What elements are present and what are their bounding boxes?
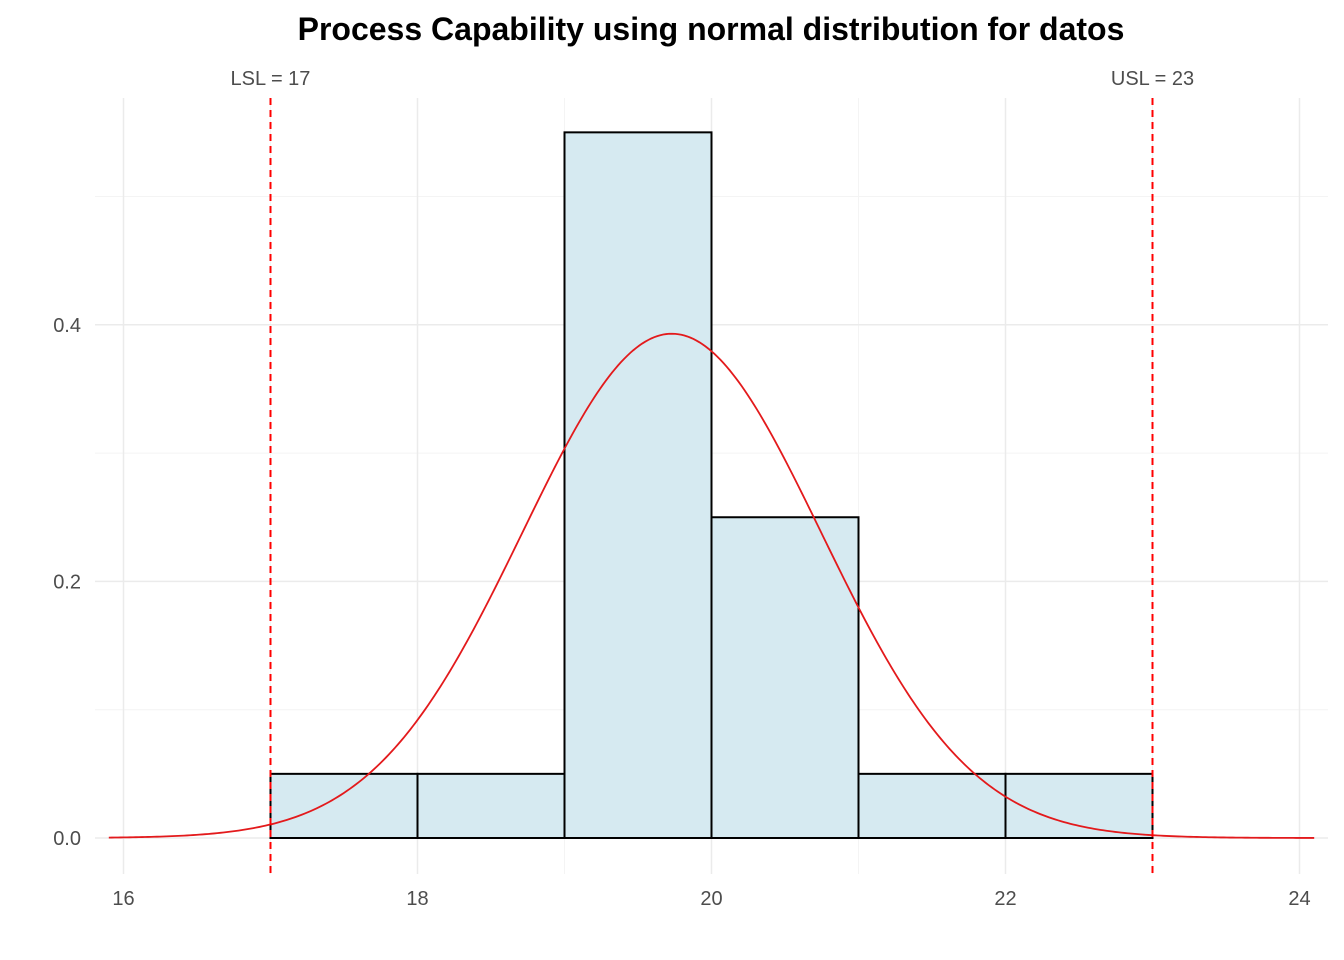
axis-labels-layer: 16 18 20 22 24 0.0 0.2 0.4 bbox=[53, 315, 1310, 910]
lsl-label: LSL = 17 bbox=[231, 68, 311, 90]
curve-layer bbox=[108, 332, 1315, 839]
chart-title: Process Capability using normal distribu… bbox=[298, 11, 1125, 47]
bars-layer bbox=[269, 131, 1154, 840]
histogram-bar bbox=[857, 772, 1007, 839]
histogram-bar bbox=[269, 772, 419, 839]
x-tick-label: 24 bbox=[1288, 888, 1310, 910]
histogram-bar bbox=[563, 131, 713, 840]
histogram-bar bbox=[1004, 772, 1154, 839]
x-tick-label: 18 bbox=[406, 888, 428, 910]
spec-layer: LSL = 17 USL = 23 bbox=[231, 68, 1194, 874]
y-tick-label: 0.0 bbox=[53, 828, 81, 850]
x-tick-label: 22 bbox=[994, 888, 1016, 910]
histogram-bar bbox=[416, 772, 566, 839]
y-tick-label: 0.2 bbox=[53, 571, 81, 593]
x-tick-label: 20 bbox=[700, 888, 722, 910]
normal-density-curve bbox=[108, 332, 1315, 839]
histogram-bar bbox=[710, 516, 860, 839]
y-tick-label: 0.4 bbox=[53, 315, 81, 337]
usl-label: USL = 23 bbox=[1111, 68, 1194, 90]
x-tick-label: 16 bbox=[112, 888, 134, 910]
